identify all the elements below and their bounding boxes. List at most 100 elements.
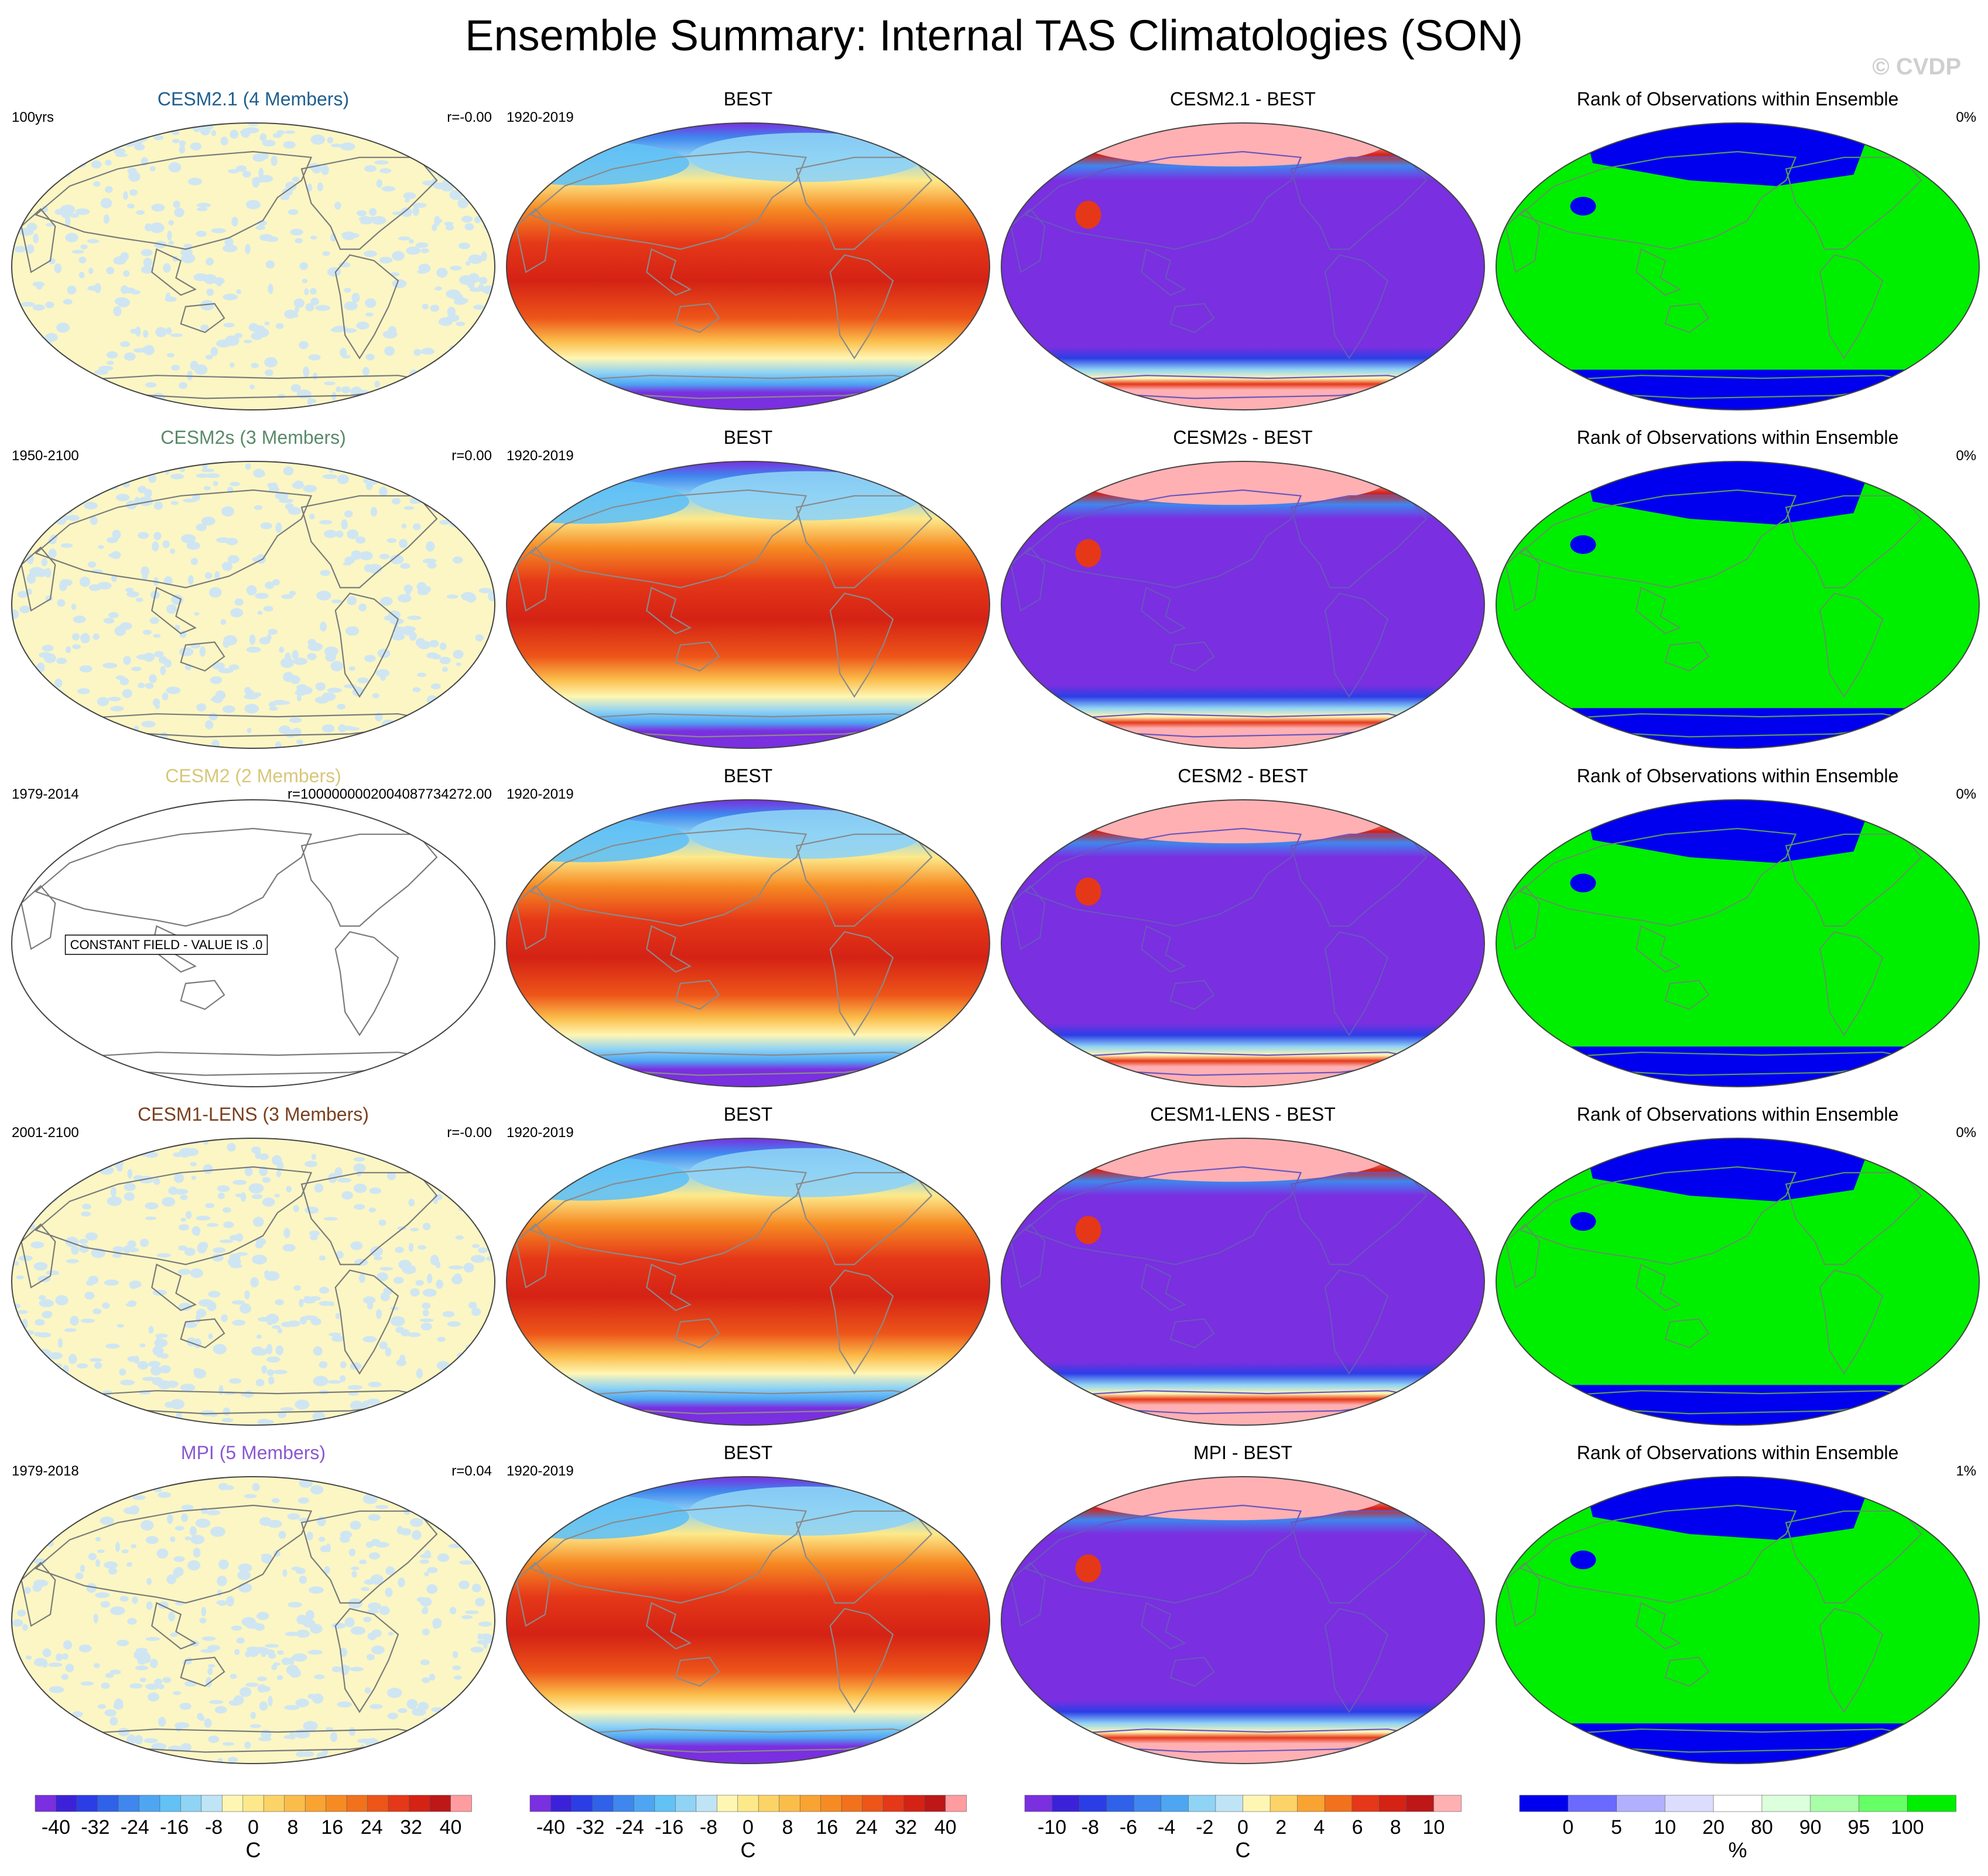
noise-blob: [370, 1574, 384, 1585]
noise-blob: [32, 396, 45, 406]
noise-blob: [255, 225, 265, 230]
noise-blob: [94, 369, 108, 375]
noise-blob: [107, 697, 121, 701]
noise-blob: [30, 1369, 39, 1376]
colorbar-swatch: [613, 1795, 635, 1812]
noise-blob: [452, 1651, 458, 1658]
noise-blob: [228, 1378, 242, 1384]
noise-blob: [12, 133, 24, 142]
correlation-label: r=-0.00: [447, 1125, 492, 1141]
noise-blob: [166, 1380, 179, 1388]
noise-blob: [113, 306, 122, 317]
noise-blob: [439, 642, 447, 651]
noise-blob: [142, 1377, 156, 1381]
noise-blob: [338, 262, 351, 268]
colorbar-swatch: [1052, 1795, 1080, 1812]
continent-outline: [675, 1318, 720, 1348]
continent-outline: [1664, 303, 1710, 333]
continent-outline: [1324, 1269, 1389, 1375]
noise-blob: [409, 1141, 423, 1146]
noise-blob: [245, 463, 251, 470]
colorbar-tick-label: -40: [42, 1816, 70, 1839]
noise-blob: [276, 1170, 281, 1177]
colorbar-tick-label: 100: [1891, 1816, 1924, 1839]
noise-blob: [469, 1694, 478, 1703]
noise-blob: [324, 646, 338, 656]
continent-outline: [180, 303, 225, 333]
noise-blob: [256, 1676, 267, 1682]
noise-blob: [478, 284, 484, 292]
noise-blob: [38, 1731, 52, 1739]
noise-blob: [173, 1189, 189, 1195]
colorbar-unit: C: [246, 1838, 261, 1862]
noise-blob: [223, 1221, 234, 1228]
noise-blob: [274, 1193, 280, 1198]
noise-blob: [277, 1675, 283, 1680]
period-label: 1950-2100: [12, 448, 79, 464]
noise-blob: [438, 317, 453, 326]
period-label: 1920-2019: [507, 448, 574, 464]
noise-blob: [149, 166, 156, 172]
noise-blob: [148, 474, 157, 483]
noise-blob: [42, 206, 48, 213]
noise-blob: [420, 133, 430, 139]
period-label: 2001-2100: [12, 1125, 79, 1141]
noise-blob: [292, 481, 304, 489]
noise-blob: [230, 481, 240, 487]
noise-blob: [78, 272, 85, 279]
continent-outline: [529, 489, 807, 588]
noise-blob: [134, 1413, 147, 1418]
noise-blob: [207, 1223, 219, 1227]
noise-blob: [113, 148, 126, 155]
noise-blob: [121, 285, 129, 295]
noise-blob: [432, 653, 442, 660]
continent-outline: [529, 150, 807, 250]
noise-blob: [457, 132, 471, 141]
noise-blob: [427, 1482, 441, 1488]
noise-blob: [72, 633, 80, 641]
colorbar-swatch: [634, 1795, 655, 1812]
noise-blob: [412, 1477, 422, 1483]
noise-blob: [295, 238, 303, 244]
noise-blob: [120, 341, 131, 347]
map-panel-r1-c4: [1496, 122, 1980, 410]
noise-blob: [18, 1169, 30, 1177]
continent-outline: [646, 1602, 692, 1650]
noise-blob: [42, 1517, 47, 1522]
map-panel-r4-c4: [1496, 1138, 1980, 1426]
noise-blob: [478, 1621, 492, 1627]
noise-blob: [239, 1687, 252, 1697]
noise-blob: [327, 1380, 342, 1384]
colorbar-tick-label: 90: [1799, 1816, 1822, 1839]
noise-blob: [145, 382, 157, 388]
noise-blob: [350, 1362, 362, 1370]
noise-blob: [190, 142, 202, 150]
noise-blob: [487, 1401, 495, 1409]
noise-blob: [144, 488, 152, 498]
continent-outline: [646, 925, 692, 973]
noise-blob: [478, 588, 492, 594]
colorbar-swatch: [1907, 1795, 1956, 1812]
map-border: [1496, 1476, 1980, 1764]
noise-blob: [64, 1751, 74, 1761]
noise-blob: [213, 1344, 227, 1355]
noise-blob: [108, 1567, 118, 1575]
noise-blob: [146, 1578, 152, 1585]
continent-outline: [1141, 925, 1186, 973]
noise-blob: [93, 1663, 100, 1668]
noise-blob: [446, 143, 458, 152]
noise-blob: [314, 1183, 324, 1193]
noise-blob: [103, 214, 110, 224]
noise-blob: [162, 692, 169, 701]
noise-blob: [69, 213, 79, 218]
noise-blob: [322, 251, 330, 256]
noise-blob: [340, 347, 347, 358]
noise-blob: [416, 1368, 423, 1379]
continent-outline: [675, 303, 720, 333]
noise-blob: [292, 176, 300, 183]
continent-outline: [646, 1264, 692, 1312]
noise-blob: [206, 1509, 221, 1515]
noise-blob: [268, 1376, 275, 1385]
noise-blob: [389, 554, 404, 564]
continent-outline: [1785, 156, 1922, 250]
